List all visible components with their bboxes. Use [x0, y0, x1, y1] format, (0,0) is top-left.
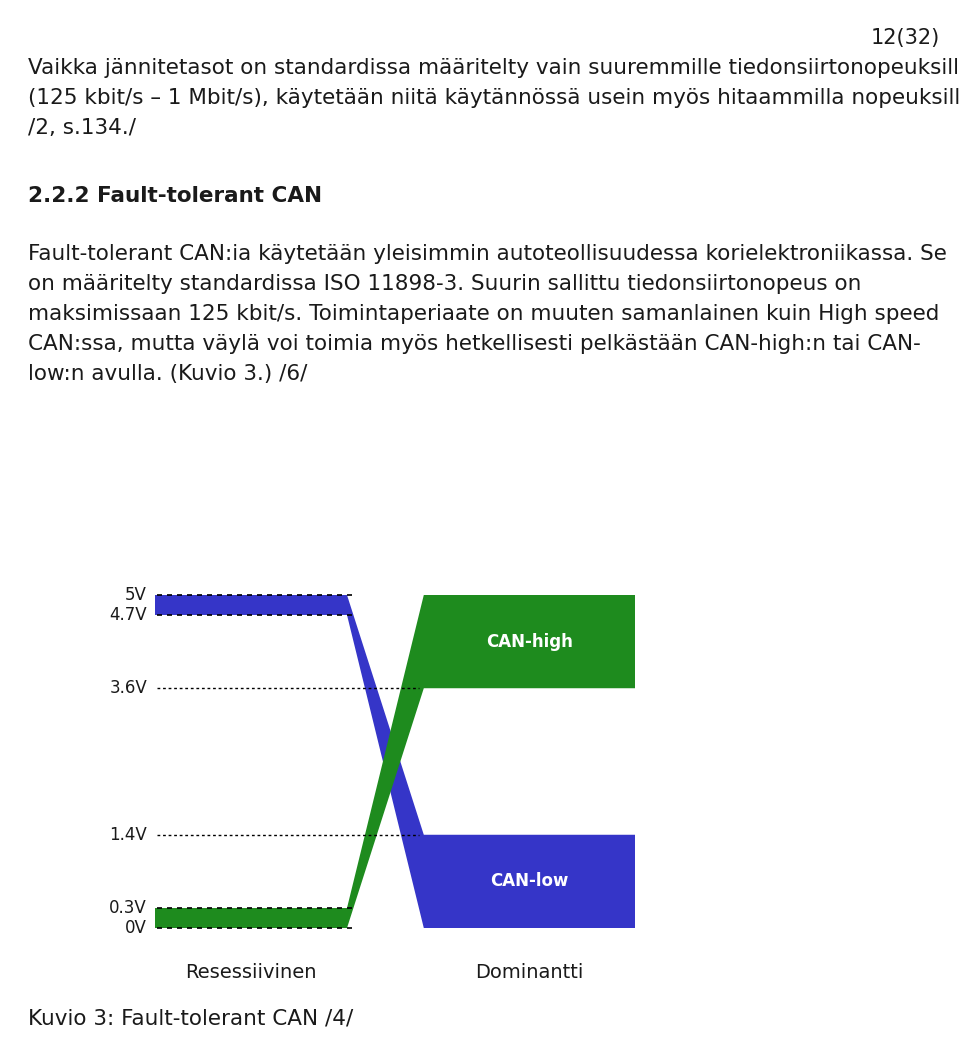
Text: 4.7V: 4.7V — [109, 606, 147, 624]
Polygon shape — [155, 595, 635, 928]
Text: maksimissaan 125 kbit/s. Toimintaperiaate on muuten samanlainen kuin High speed: maksimissaan 125 kbit/s. Toimintaperiaat… — [28, 304, 940, 325]
Text: 5V: 5V — [125, 586, 147, 604]
Text: Dominantti: Dominantti — [475, 963, 584, 982]
Text: 2.2.2 Fault-tolerant CAN: 2.2.2 Fault-tolerant CAN — [28, 186, 323, 206]
Text: 0.3V: 0.3V — [109, 899, 147, 917]
Text: CAN:ssa, mutta väylä voi toimia myös hetkellisesti pelkästään CAN-high:n tai CAN: CAN:ssa, mutta väylä voi toimia myös het… — [28, 334, 921, 354]
Polygon shape — [155, 595, 635, 928]
Text: 12(32): 12(32) — [871, 28, 940, 48]
Text: Vaikka jännitetasot on standardissa määritelty vain suuremmille tiedonsiirtonope: Vaikka jännitetasot on standardissa määr… — [28, 59, 960, 78]
Text: CAN-low: CAN-low — [491, 872, 568, 891]
Text: /2, s.134./: /2, s.134./ — [28, 118, 136, 138]
Text: Fault-tolerant CAN:ia käytetään yleisimmin autoteollisuudessa korielektroniikass: Fault-tolerant CAN:ia käytetään yleisimm… — [28, 244, 947, 264]
Text: 1.4V: 1.4V — [109, 826, 147, 844]
Text: Kuvio 3: Fault-tolerant CAN /4/: Kuvio 3: Fault-tolerant CAN /4/ — [28, 1008, 353, 1028]
Text: 3.6V: 3.6V — [109, 679, 147, 697]
Text: (125 kbit/s – 1 Mbit/s), käytetään niitä käytännössä usein myös hitaammilla nope: (125 kbit/s – 1 Mbit/s), käytetään niitä… — [28, 88, 960, 109]
Text: on määritelty standardissa ISO 11898-3. Suurin sallittu tiedonsiirtonopeus on: on määritelty standardissa ISO 11898-3. … — [28, 275, 861, 294]
Text: CAN-high: CAN-high — [486, 633, 573, 650]
Text: 0V: 0V — [125, 919, 147, 937]
Text: Resessiivinen: Resessiivinen — [185, 963, 317, 982]
Text: low:n avulla. (Kuvio 3.) /6/: low:n avulla. (Kuvio 3.) /6/ — [28, 364, 307, 384]
